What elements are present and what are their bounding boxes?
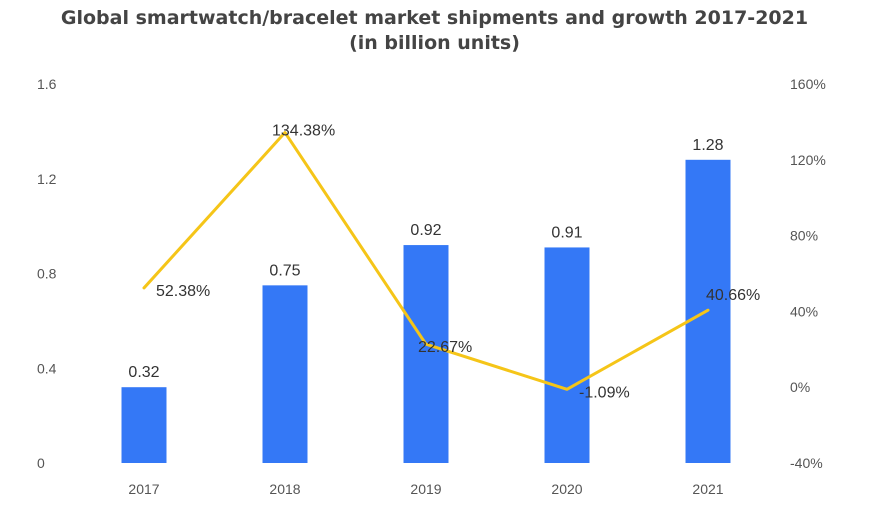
bar [121,387,167,463]
left-axis-tick-label: 0.4 [37,360,57,376]
bar [403,245,449,463]
left-axis-tick-label: 1.2 [37,171,57,187]
x-axis-tick-label: 2017 [128,481,159,497]
line-series [142,131,710,391]
bar [262,285,308,463]
line-value-label: 134.38% [272,123,335,140]
right-axis-tick-label: 160% [790,76,826,92]
x-axis-tick-label: 2019 [410,481,441,497]
right-axis-tick-label: 40% [790,303,818,319]
line-value-label: 40.66% [706,287,760,304]
bar-value-label: 0.92 [410,222,441,239]
bar-series [121,159,731,464]
x-axis: 2017 2018 2019 2020 2021 [128,481,723,497]
chart-title-line-2: (in billion units) [349,32,520,54]
right-axis-tick-label: 120% [790,152,826,168]
chart-title-line-1: Global smartwatch/bracelet market shipme… [60,7,809,29]
bar-value-label: 1.28 [692,137,723,154]
left-axis-tick-label: 0.8 [37,266,57,282]
chart-title: Global smartwatch/bracelet market shipme… [0,6,869,56]
left-axis-tick-label: 0 [37,455,45,471]
line-value-label: 22.67% [418,339,472,356]
right-axis-tick-label: -40% [790,455,823,471]
left-axis: 0 0.4 0.8 1.2 1.6 [37,76,57,471]
right-axis: -40% 0% 40% 80% 120% 160% [790,76,826,471]
x-axis-tick-label: 2018 [269,481,300,497]
line-value-label: -1.09% [579,384,630,401]
growth-line [142,131,710,391]
bar-value-label: 0.32 [128,364,159,381]
bar [544,247,590,463]
right-axis-tick-label: 80% [790,228,818,244]
x-axis-tick-label: 2021 [692,481,723,497]
bar-value-label: 0.91 [551,224,582,241]
right-axis-tick-label: 0% [790,379,810,395]
x-axis-tick-label: 2020 [551,481,582,497]
data-labels: 0.32 0.75 0.92 0.91 1.28 52.38% 134.38% 22.67% -… [128,123,760,402]
bar-value-label: 0.75 [269,262,300,279]
line-value-label: 52.38% [156,283,210,300]
left-axis-tick-label: 1.6 [37,76,57,92]
